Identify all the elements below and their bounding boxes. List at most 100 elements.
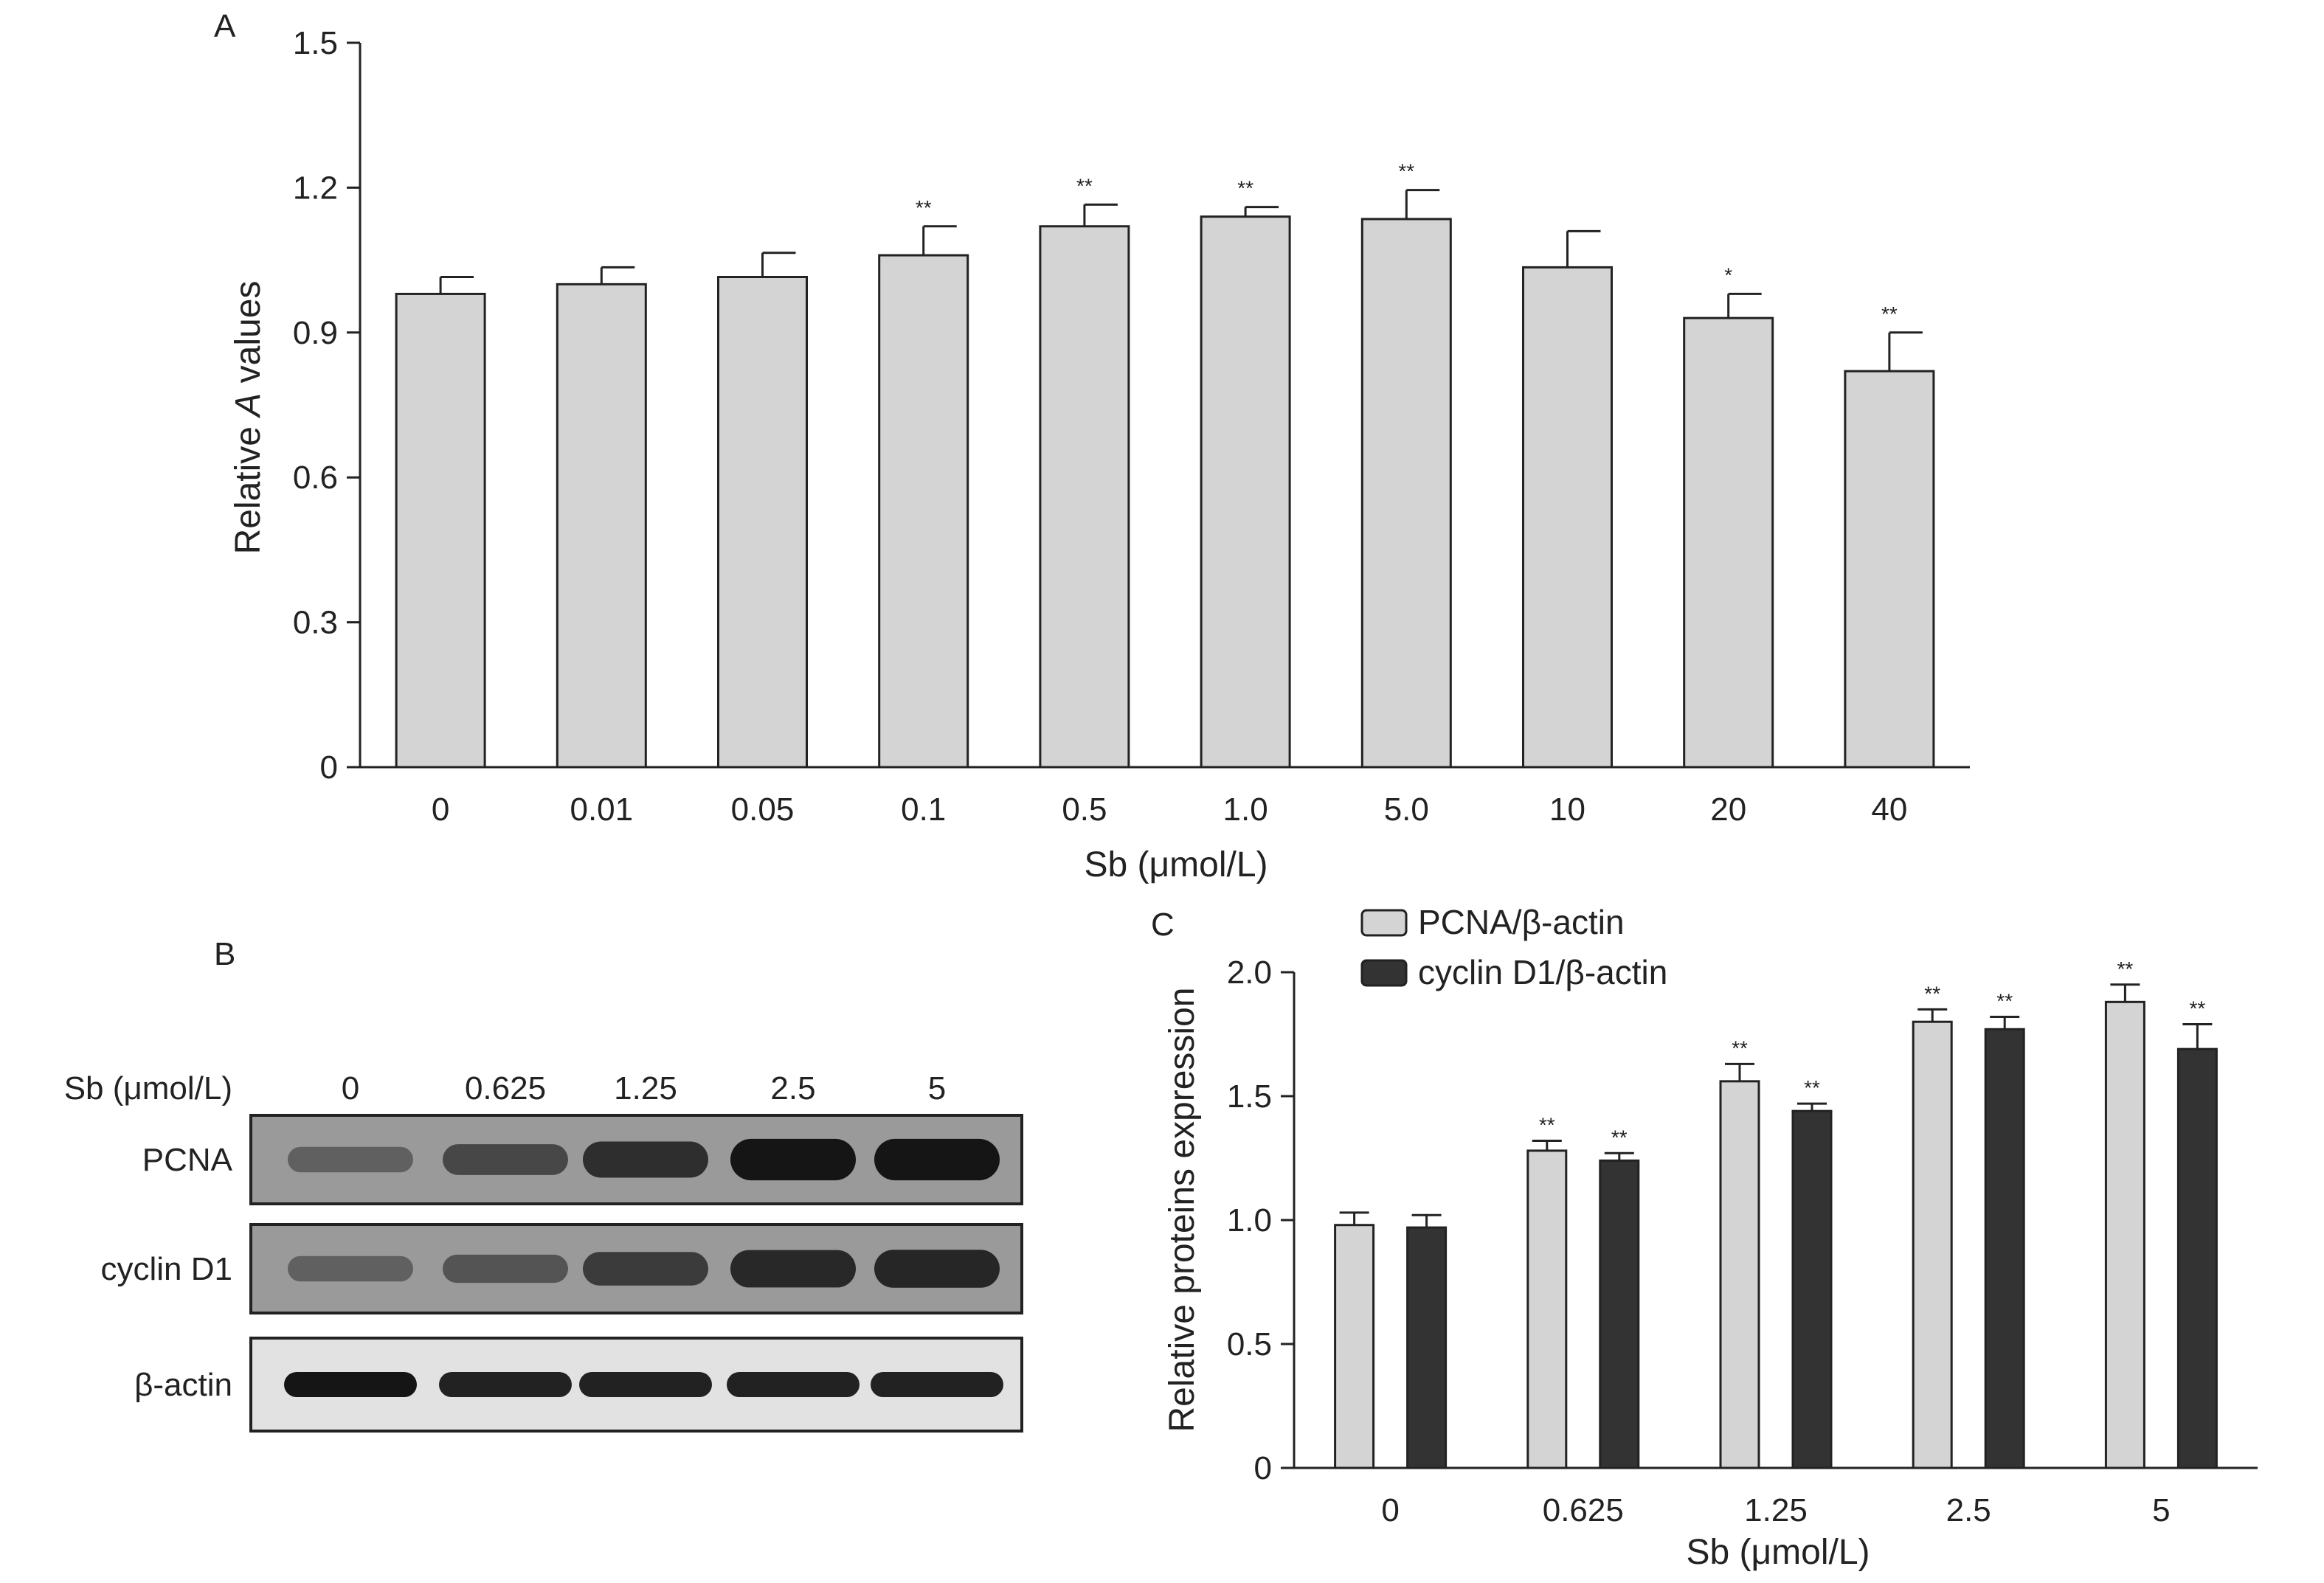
chart-c-significance-label: ** [1924,982,1940,1005]
chart-a-y-tick-label: 0.6 [293,460,338,496]
blot-band [727,1372,860,1397]
chart-a-bar [878,254,969,769]
chart-a-x-tick-label: 0.5 [1062,792,1107,828]
chart-a-significance-label: * [1724,263,1732,286]
chart-c-significance-label: ** [2117,957,2134,980]
chart-c-significance-label: ** [1732,1036,1748,1059]
chart-c-bar-series-2 [2176,1047,2218,1469]
chart-a-x-tick-label: 20 [1710,792,1746,828]
chart-c-legend: PCNA/β-actin cyclin D1/β-actin [1360,903,1667,991]
chart-a-x-tick-label: 5.0 [1384,792,1429,828]
legend-label-cyclin-d1: cyclin D1/β-actin [1418,953,1667,991]
chart-a: Sb (μmol/L) Relative A values 0 0.3 0.6 0.9… [229,25,1970,884]
chart-c-bar-series-2 [1599,1159,1640,1469]
chart-a-bar [1200,215,1291,769]
chart-a-x-tick-label: 0.05 [731,792,795,828]
chart-c-significance-label: ** [2190,997,2206,1020]
legend-label-pcna: PCNA/β-actin [1418,903,1625,941]
chart-a-bar [556,283,647,769]
panel-a-label: A [214,8,236,44]
chart-a-significance-label: ** [1398,160,1414,183]
chart-c-y-axis-label: Relative proteins expression [1163,988,1202,1433]
blot-band [288,1255,413,1282]
blot-row-label: cyclin D1 [101,1251,233,1287]
blot-band [583,1141,708,1178]
chart-a-y-axis-label: Relative A values [229,281,268,555]
chart-a-x-tick-label: 0 [432,792,449,828]
chart-c-x-tick-label: 5 [2152,1492,2170,1528]
chart-a-x-tick-label: 10 [1549,792,1585,828]
chart-c-x-tick-label: 1.25 [1744,1492,1808,1528]
chart-a-y-tick-label: 0 [320,749,338,786]
chart-a-y-tick-label: 0.9 [293,315,338,351]
blot-band [871,1372,1003,1397]
chart-a-bar [1683,316,1774,769]
chart-a-x-tick-label: 0.01 [570,792,633,828]
chart-a-x-tick-label: 0.1 [901,792,946,828]
chart-a-significance-label: ** [916,196,932,219]
chart-c-significance-label: ** [1611,1126,1628,1149]
chart-c-bar-series-1 [1334,1224,1375,1469]
blot-band [583,1252,708,1286]
chart-a-x-axis-label: Sb (μmol/L) [1084,845,1268,884]
blot-band [284,1372,417,1397]
chart-a-significance-label: ** [1881,302,1898,325]
chart-c: Sb (μmol/L) Relative proteins expression… [1163,903,2258,1572]
panel-b-label: B [214,936,235,972]
blot-lane-label: 0.625 [465,1070,546,1106]
chart-c-bar-series-1 [1912,1020,1953,1469]
chart-c-x-tick-label: 0.625 [1543,1492,1624,1528]
chart-c-y-tick-label: 0.5 [1227,1326,1272,1362]
chart-a-bar [1360,218,1452,769]
blot-lane-label: 5 [928,1070,946,1106]
chart-c-significance-label: ** [1804,1076,1820,1099]
chart-a-significance-label: ** [1076,174,1093,197]
chart-a-significance-label: ** [1237,177,1253,200]
blot-band [443,1144,568,1175]
blot-band [874,1250,1000,1288]
chart-c-x-axis-label: Sb (μmol/L) [1686,1533,1870,1572]
blot-band [730,1138,856,1181]
chart-a-bar [1522,266,1613,769]
blot-row-label: PCNA [142,1142,233,1178]
chart-a-bar [1844,370,1935,769]
blot-lane-label: 1.25 [614,1070,677,1106]
chart-a-bar [1039,225,1130,769]
chart-c-x-tick-label: 2.5 [1946,1492,1991,1528]
chart-a-x-tick-label: 40 [1871,792,1907,828]
blot-band [443,1254,568,1284]
chart-c-x-tick-label: 0 [1381,1492,1399,1528]
chart-a-bar [395,292,486,769]
blot-band [730,1250,856,1288]
chart-c-bar-series-1 [2104,1000,2145,1469]
chart-a-x-tick-label: 1.0 [1223,792,1268,828]
chart-a-y-tick-label: 1.2 [293,170,338,206]
chart-c-significance-label: ** [1539,1113,1555,1136]
blot-band [288,1146,413,1173]
chart-c-bar-series-2 [1406,1226,1448,1469]
chart-c-y-tick-label: 1.0 [1227,1202,1272,1239]
chart-a-y-tick-label: 1.5 [293,25,338,61]
chart-c-significance-label: ** [1996,989,2013,1012]
blot-band [874,1138,1000,1181]
blot-band [439,1372,572,1397]
chart-a-y-tick-label: 0.3 [293,605,338,641]
panel-c-label: C [1151,907,1175,943]
chart-a-bar [717,276,808,769]
chart-c-y-tick-label: 1.5 [1227,1078,1272,1115]
blot-header-label: Sb (μmol/L) [64,1070,232,1106]
western-blot: Sb (μmol/L) 0 0.625 1.25 2.5 5 PCNA cyclin D1 β… [64,1070,1023,1433]
legend-swatch-cyclin-d1 [1360,959,1408,987]
blot-lane-label: 2.5 [770,1070,815,1106]
chart-c-bar-series-1 [1719,1080,1760,1469]
blot-band [579,1372,712,1397]
blot-row-label: β-actin [134,1367,232,1403]
chart-c-y-tick-label: 2.0 [1227,955,1272,991]
chart-c-bar-series-1 [1526,1149,1568,1469]
chart-c-y-tick-label: 0 [1254,1450,1272,1486]
chart-c-bar-series-2 [1984,1028,2025,1469]
chart-c-bar-series-2 [1791,1109,1833,1469]
legend-swatch-pcna [1360,909,1408,937]
blot-lane-label: 0 [342,1070,359,1106]
